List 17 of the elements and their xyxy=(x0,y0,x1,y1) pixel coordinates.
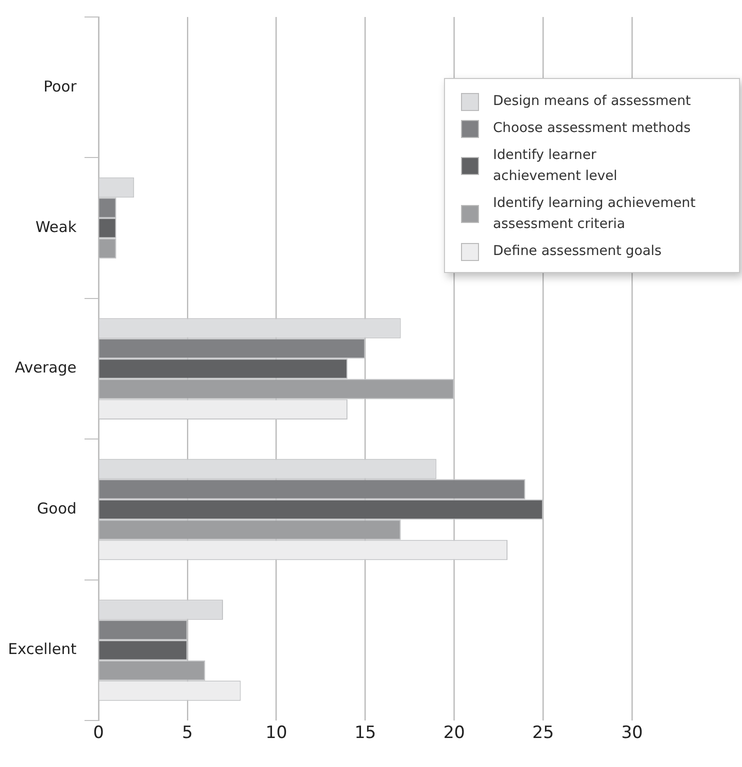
x-tick-label: 25 xyxy=(532,723,554,744)
legend-label: Design means of assessment xyxy=(493,92,691,111)
x-tick-label: 10 xyxy=(266,723,288,744)
x-tick-label: 5 xyxy=(182,723,193,744)
legend-label: Choose assessment methods xyxy=(493,119,691,138)
x-tick-label: 0 xyxy=(93,723,104,744)
x-tick-label: 30 xyxy=(621,723,643,744)
y-tick-label: Average xyxy=(14,358,77,377)
legend-label: Define assessment goals xyxy=(493,242,662,261)
legend-label: Identify learning achievement assessment criteria xyxy=(493,194,696,234)
y-tick-label: Poor xyxy=(43,77,78,96)
legend-label: Identify learner achievement level xyxy=(493,146,618,186)
y-tick-label: Excellent xyxy=(8,640,77,658)
x-tick-label: 20 xyxy=(443,723,465,744)
x-tick-label: 15 xyxy=(354,723,376,744)
y-tick-label: Weak xyxy=(35,218,77,236)
y-tick-label: Good xyxy=(37,499,77,518)
